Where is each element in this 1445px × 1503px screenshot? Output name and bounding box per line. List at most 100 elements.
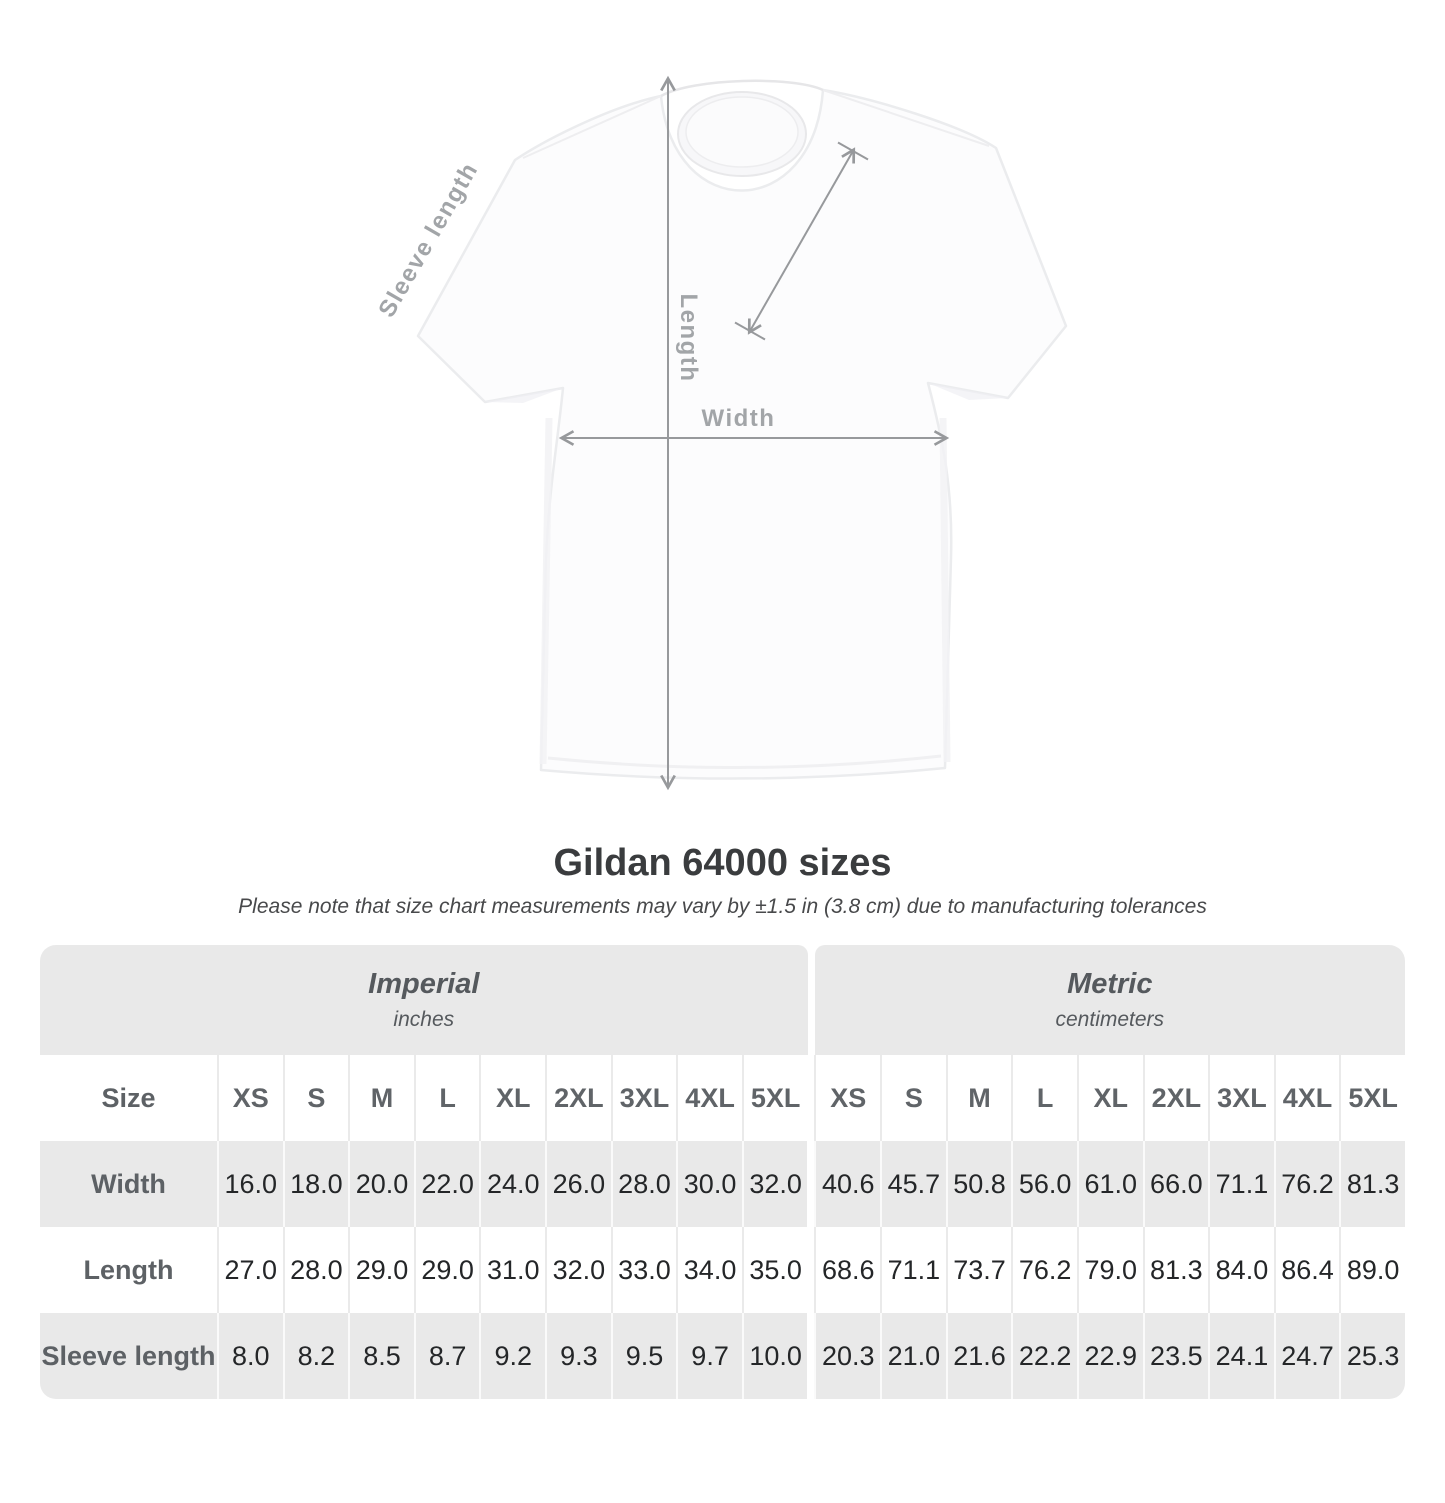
size-header-row: Size XS S M L XL 2XL 3XL 4XL 5XL XS S M L XL 2XL 3XL 4X…	[40, 1055, 1405, 1141]
length-value-cell: 81.3	[1142, 1227, 1209, 1313]
sleeve-value-cell: 9.5	[610, 1313, 677, 1399]
sleeve-value-cell: 24.7	[1273, 1313, 1340, 1399]
size-col-header: L	[1011, 1055, 1077, 1141]
width-label: Width	[701, 405, 776, 432]
length-value-cell: 29.0	[348, 1227, 414, 1313]
length-value-cell: 34.0	[676, 1227, 742, 1313]
imperial-band-title: Imperial	[368, 968, 480, 1000]
sleeve-length-arrow	[747, 147, 855, 335]
table-row-sleeve-length: Sleeve length 8.0 8.2 8.5 8.7 9.2 9.3 9.5 9.7 10…	[40, 1313, 1405, 1399]
width-value-cell: 20.0	[348, 1141, 414, 1227]
size-col-header: 5XL	[741, 1055, 808, 1141]
size-col-header: 2XL	[1142, 1055, 1209, 1141]
sleeve-value-cell: 9.2	[479, 1313, 545, 1399]
sleeve-value-cell: 8.0	[217, 1313, 283, 1399]
table-row-width: Width 16.0 18.0 20.0 22.0 24.0 26.0 28.0 30.0 32…	[40, 1141, 1405, 1227]
width-value-cell: 32.0	[741, 1141, 808, 1227]
title-block: Gildan 64000 sizes Please note that size…	[0, 842, 1445, 919]
size-col-header: 4XL	[676, 1055, 742, 1141]
size-header-label: Size	[101, 1082, 156, 1113]
length-value-cell: 28.0	[282, 1227, 349, 1313]
size-col-header: XS	[814, 1055, 880, 1141]
length-label: Length	[674, 293, 702, 383]
metric-band: Metric centimeters	[814, 945, 1405, 1055]
row-label: Width	[91, 1168, 166, 1199]
section-divider	[807, 1313, 815, 1399]
sleeve-value-cell: 8.2	[282, 1313, 349, 1399]
length-value-cell: 31.0	[479, 1227, 545, 1313]
length-value-cell: 33.0	[610, 1227, 677, 1313]
size-col-header: L	[413, 1055, 480, 1141]
row-label: Length	[83, 1254, 174, 1285]
length-value-cell: 71.1	[880, 1227, 946, 1313]
width-value-cell: 76.2	[1273, 1141, 1340, 1227]
sleeve-value-cell: 21.6	[945, 1313, 1012, 1399]
sleeve-value-cell: 9.7	[676, 1313, 742, 1399]
sleeve-value-cell: 8.7	[413, 1313, 480, 1399]
width-value-cell: 28.0	[610, 1141, 677, 1227]
length-value-cell: 86.4	[1273, 1227, 1340, 1313]
width-value-cell: 16.0	[217, 1141, 283, 1227]
imperial-band: Imperial inches	[40, 945, 808, 1055]
length-value-cell: 89.0	[1339, 1227, 1405, 1313]
length-value-cell: 79.0	[1076, 1227, 1143, 1313]
sleeve-value-cell: 23.5	[1142, 1313, 1209, 1399]
size-col-header: 2XL	[545, 1055, 611, 1141]
sleeve-value-cell: 21.0	[880, 1313, 946, 1399]
width-value-cell: 24.0	[479, 1141, 545, 1227]
width-value-cell: 26.0	[545, 1141, 611, 1227]
section-divider	[807, 1227, 815, 1313]
unit-band-row: Imperial inches Metric centimeters	[40, 945, 1405, 1055]
length-value-cell: 73.7	[945, 1227, 1012, 1313]
length-value-cell: 84.0	[1208, 1227, 1274, 1313]
width-value-cell: 66.0	[1142, 1141, 1209, 1227]
width-value-cell: 81.3	[1339, 1141, 1405, 1227]
sleeve-length-end-tick	[837, 141, 868, 161]
imperial-band-unit: inches	[393, 1008, 455, 1031]
size-col-header: S	[282, 1055, 349, 1141]
width-value-cell: 50.8	[945, 1141, 1012, 1227]
width-value-cell: 56.0	[1011, 1141, 1077, 1227]
size-col-header: XS	[217, 1055, 283, 1141]
size-col-header: XL	[1076, 1055, 1143, 1141]
band-divider	[807, 945, 815, 1055]
sleeve-value-cell: 20.3	[814, 1313, 880, 1399]
length-value-cell: 76.2	[1011, 1227, 1077, 1313]
size-col-header: 5XL	[1339, 1055, 1405, 1141]
sleeve-value-cell: 22.9	[1076, 1313, 1143, 1399]
size-col-header: XL	[479, 1055, 545, 1141]
size-col-header: 3XL	[1208, 1055, 1274, 1141]
size-col-header: 4XL	[1273, 1055, 1340, 1141]
size-chart-table: Imperial inches Metric centimeters Size …	[40, 945, 1405, 1399]
width-value-cell: 61.0	[1076, 1141, 1143, 1227]
row-label: Sleeve length	[41, 1340, 216, 1371]
sleeve-value-cell: 22.2	[1011, 1313, 1077, 1399]
table-row-length: Length 27.0 28.0 29.0 29.0 31.0 32.0 33.0 34.0 3…	[40, 1227, 1405, 1313]
tolerance-note: Please note that size chart measurements…	[238, 895, 1207, 918]
size-col-header: M	[348, 1055, 414, 1141]
sleeve-length-start-tick	[734, 321, 765, 341]
sleeve-value-cell: 24.1	[1208, 1313, 1274, 1399]
length-value-cell: 32.0	[545, 1227, 611, 1313]
length-value-cell: 68.6	[814, 1227, 880, 1313]
length-value-cell: 27.0	[217, 1227, 283, 1313]
size-col-header: M	[945, 1055, 1012, 1141]
sleeve-value-cell: 9.3	[545, 1313, 611, 1399]
tshirt-measurement-figure: Sleeve length Length Width	[373, 58, 1073, 820]
section-divider	[807, 1055, 815, 1141]
width-value-cell: 45.7	[880, 1141, 946, 1227]
width-value-cell: 18.0	[282, 1141, 349, 1227]
sleeve-value-cell: 10.0	[741, 1313, 808, 1399]
size-col-header: 3XL	[610, 1055, 677, 1141]
metric-band-title: Metric	[1067, 968, 1153, 1000]
width-value-cell: 71.1	[1208, 1141, 1274, 1227]
tshirt-image	[416, 75, 1067, 791]
width-value-cell: 40.6	[814, 1141, 880, 1227]
sleeve-value-cell: 8.5	[348, 1313, 414, 1399]
length-value-cell: 29.0	[413, 1227, 480, 1313]
page-title: Gildan 64000 sizes	[553, 842, 892, 884]
metric-band-unit: centimeters	[1055, 1008, 1165, 1031]
sleeve-value-cell: 25.3	[1339, 1313, 1405, 1399]
length-value-cell: 35.0	[741, 1227, 808, 1313]
size-col-header: S	[880, 1055, 946, 1141]
